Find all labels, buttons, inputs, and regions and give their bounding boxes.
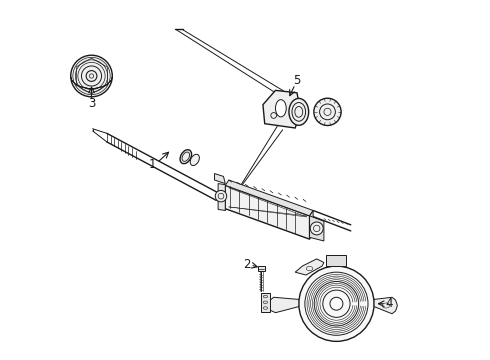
Polygon shape — [269, 297, 299, 313]
Ellipse shape — [275, 100, 286, 117]
Polygon shape — [218, 184, 225, 211]
Text: 2: 2 — [243, 258, 250, 271]
Circle shape — [71, 55, 112, 97]
Ellipse shape — [190, 154, 199, 166]
Polygon shape — [310, 211, 313, 239]
Ellipse shape — [180, 150, 192, 164]
Circle shape — [310, 222, 323, 235]
Polygon shape — [310, 216, 324, 241]
Polygon shape — [215, 174, 225, 184]
Polygon shape — [225, 180, 313, 216]
Polygon shape — [261, 293, 270, 312]
Polygon shape — [326, 255, 346, 266]
Polygon shape — [263, 90, 300, 128]
Text: 5: 5 — [294, 74, 301, 87]
Text: 1: 1 — [149, 158, 156, 171]
Ellipse shape — [289, 98, 309, 125]
Circle shape — [215, 190, 227, 202]
Polygon shape — [225, 185, 310, 239]
Text: 4: 4 — [386, 297, 393, 310]
Circle shape — [314, 98, 341, 126]
Polygon shape — [295, 259, 324, 275]
Circle shape — [299, 266, 374, 341]
Polygon shape — [374, 297, 397, 314]
Polygon shape — [258, 266, 265, 271]
Text: 3: 3 — [88, 98, 95, 111]
